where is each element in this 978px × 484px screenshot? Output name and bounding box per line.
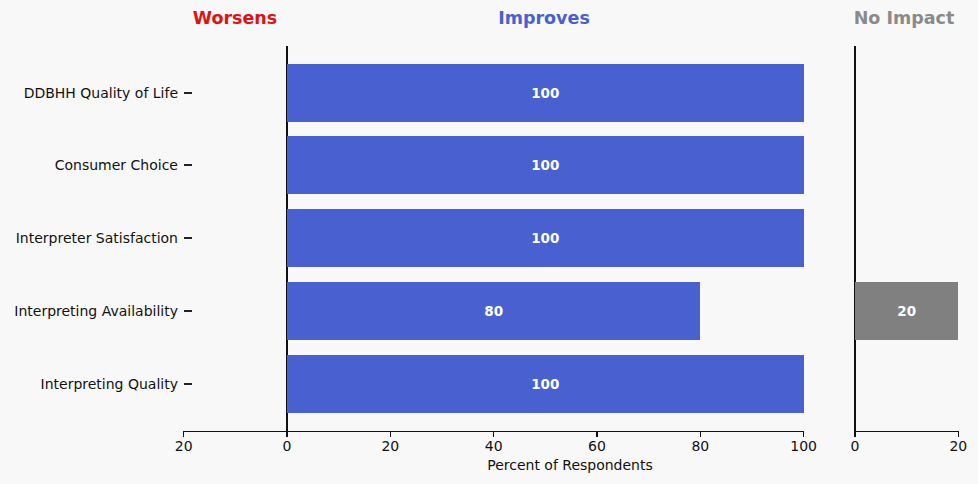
bar-value-label: 80 [484,303,503,319]
y-tick-mark [184,164,192,166]
improves-bar: 100 [287,136,804,194]
y-tick-mark [184,237,192,239]
y-tick-mark [184,383,192,385]
category-label: DDBHH Quality of Life [24,83,178,103]
bar-value-label: 100 [531,376,559,392]
improves-bar: 100 [287,64,804,122]
improves-bar: 100 [287,355,804,413]
x-tick-label: 0 [833,438,877,454]
category-label: Interpreting Availability [14,301,178,321]
x-tick-label: 20 [368,438,412,454]
x-tick-label: 40 [472,438,516,454]
chart-figure: Worsens Improves No Impact DDBHH Quality… [0,0,978,484]
x-tick-label: 100 [782,438,826,454]
x-tick-label: 20 [936,438,978,454]
category-label: Interpreter Satisfaction [16,228,178,248]
y-tick-mark [184,92,192,94]
bar-value-label: 100 [531,85,559,101]
y-tick-mark [184,310,192,312]
main-x-axis-line [184,431,805,432]
x-tick-label: 0 [265,438,309,454]
x-axis-title: Percent of Respondents [487,457,653,473]
no-impact-header: No Impact [854,8,955,28]
category-label: Interpreting Quality [41,374,178,394]
bar-value-label: 20 [897,303,916,319]
worsens-header: Worsens [193,8,278,28]
improves-bar: 100 [287,209,804,267]
x-tick-label: 20 [162,438,206,454]
x-tick-label: 60 [575,438,619,454]
improves-header: Improves [498,8,590,28]
improves-bar: 80 [287,282,700,340]
category-label: Consumer Choice [55,155,178,175]
bar-value-label: 100 [531,230,559,246]
x-tick-label: 80 [678,438,722,454]
no-impact-bar: 20 [855,282,958,340]
no-impact-zero-axis-spine [854,46,856,431]
bar-value-label: 100 [531,157,559,173]
no-impact-x-axis-line [855,431,959,432]
